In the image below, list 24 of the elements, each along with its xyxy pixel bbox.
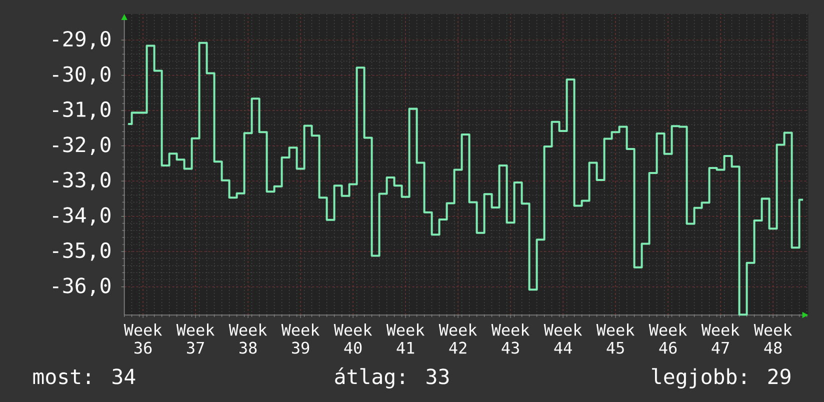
x-tick-label: Week 44	[544, 324, 582, 354]
y-tick-label: -30,0	[52, 66, 110, 84]
y-tick-label: -29,0	[52, 30, 110, 50]
x-tick-label: Week 37	[176, 324, 215, 354]
x-tick-label: Week 45	[596, 324, 635, 354]
y-tick-label: -36,0	[52, 278, 110, 296]
y-tick-label: -31,0	[52, 101, 110, 120]
y-tick-label: -35,0	[52, 242, 110, 261]
y-tick-label: -33,0	[52, 172, 110, 190]
y-tick-label: -34,0	[52, 207, 110, 226]
x-tick-label: Week 40	[334, 324, 372, 354]
x-tick-label: Week 47	[701, 324, 740, 354]
x-tick-label: Week 36	[124, 324, 162, 354]
text: legjobb: 29	[652, 368, 790, 388]
x-tick-label: Week 41	[386, 324, 425, 354]
x-tick-label: Week 39	[281, 324, 320, 354]
y-tick-label: -32,0	[52, 136, 110, 155]
x-tick-label: Week 42	[438, 324, 478, 354]
text: átlag: 33	[335, 367, 449, 388]
x-tick-label: Week 38	[228, 324, 268, 354]
x-tick-label: Week 46	[648, 324, 688, 354]
x-tick-label: Week 43	[491, 324, 530, 354]
text: most: 34	[33, 368, 136, 384]
x-tick-label: Week 48	[754, 324, 792, 354]
